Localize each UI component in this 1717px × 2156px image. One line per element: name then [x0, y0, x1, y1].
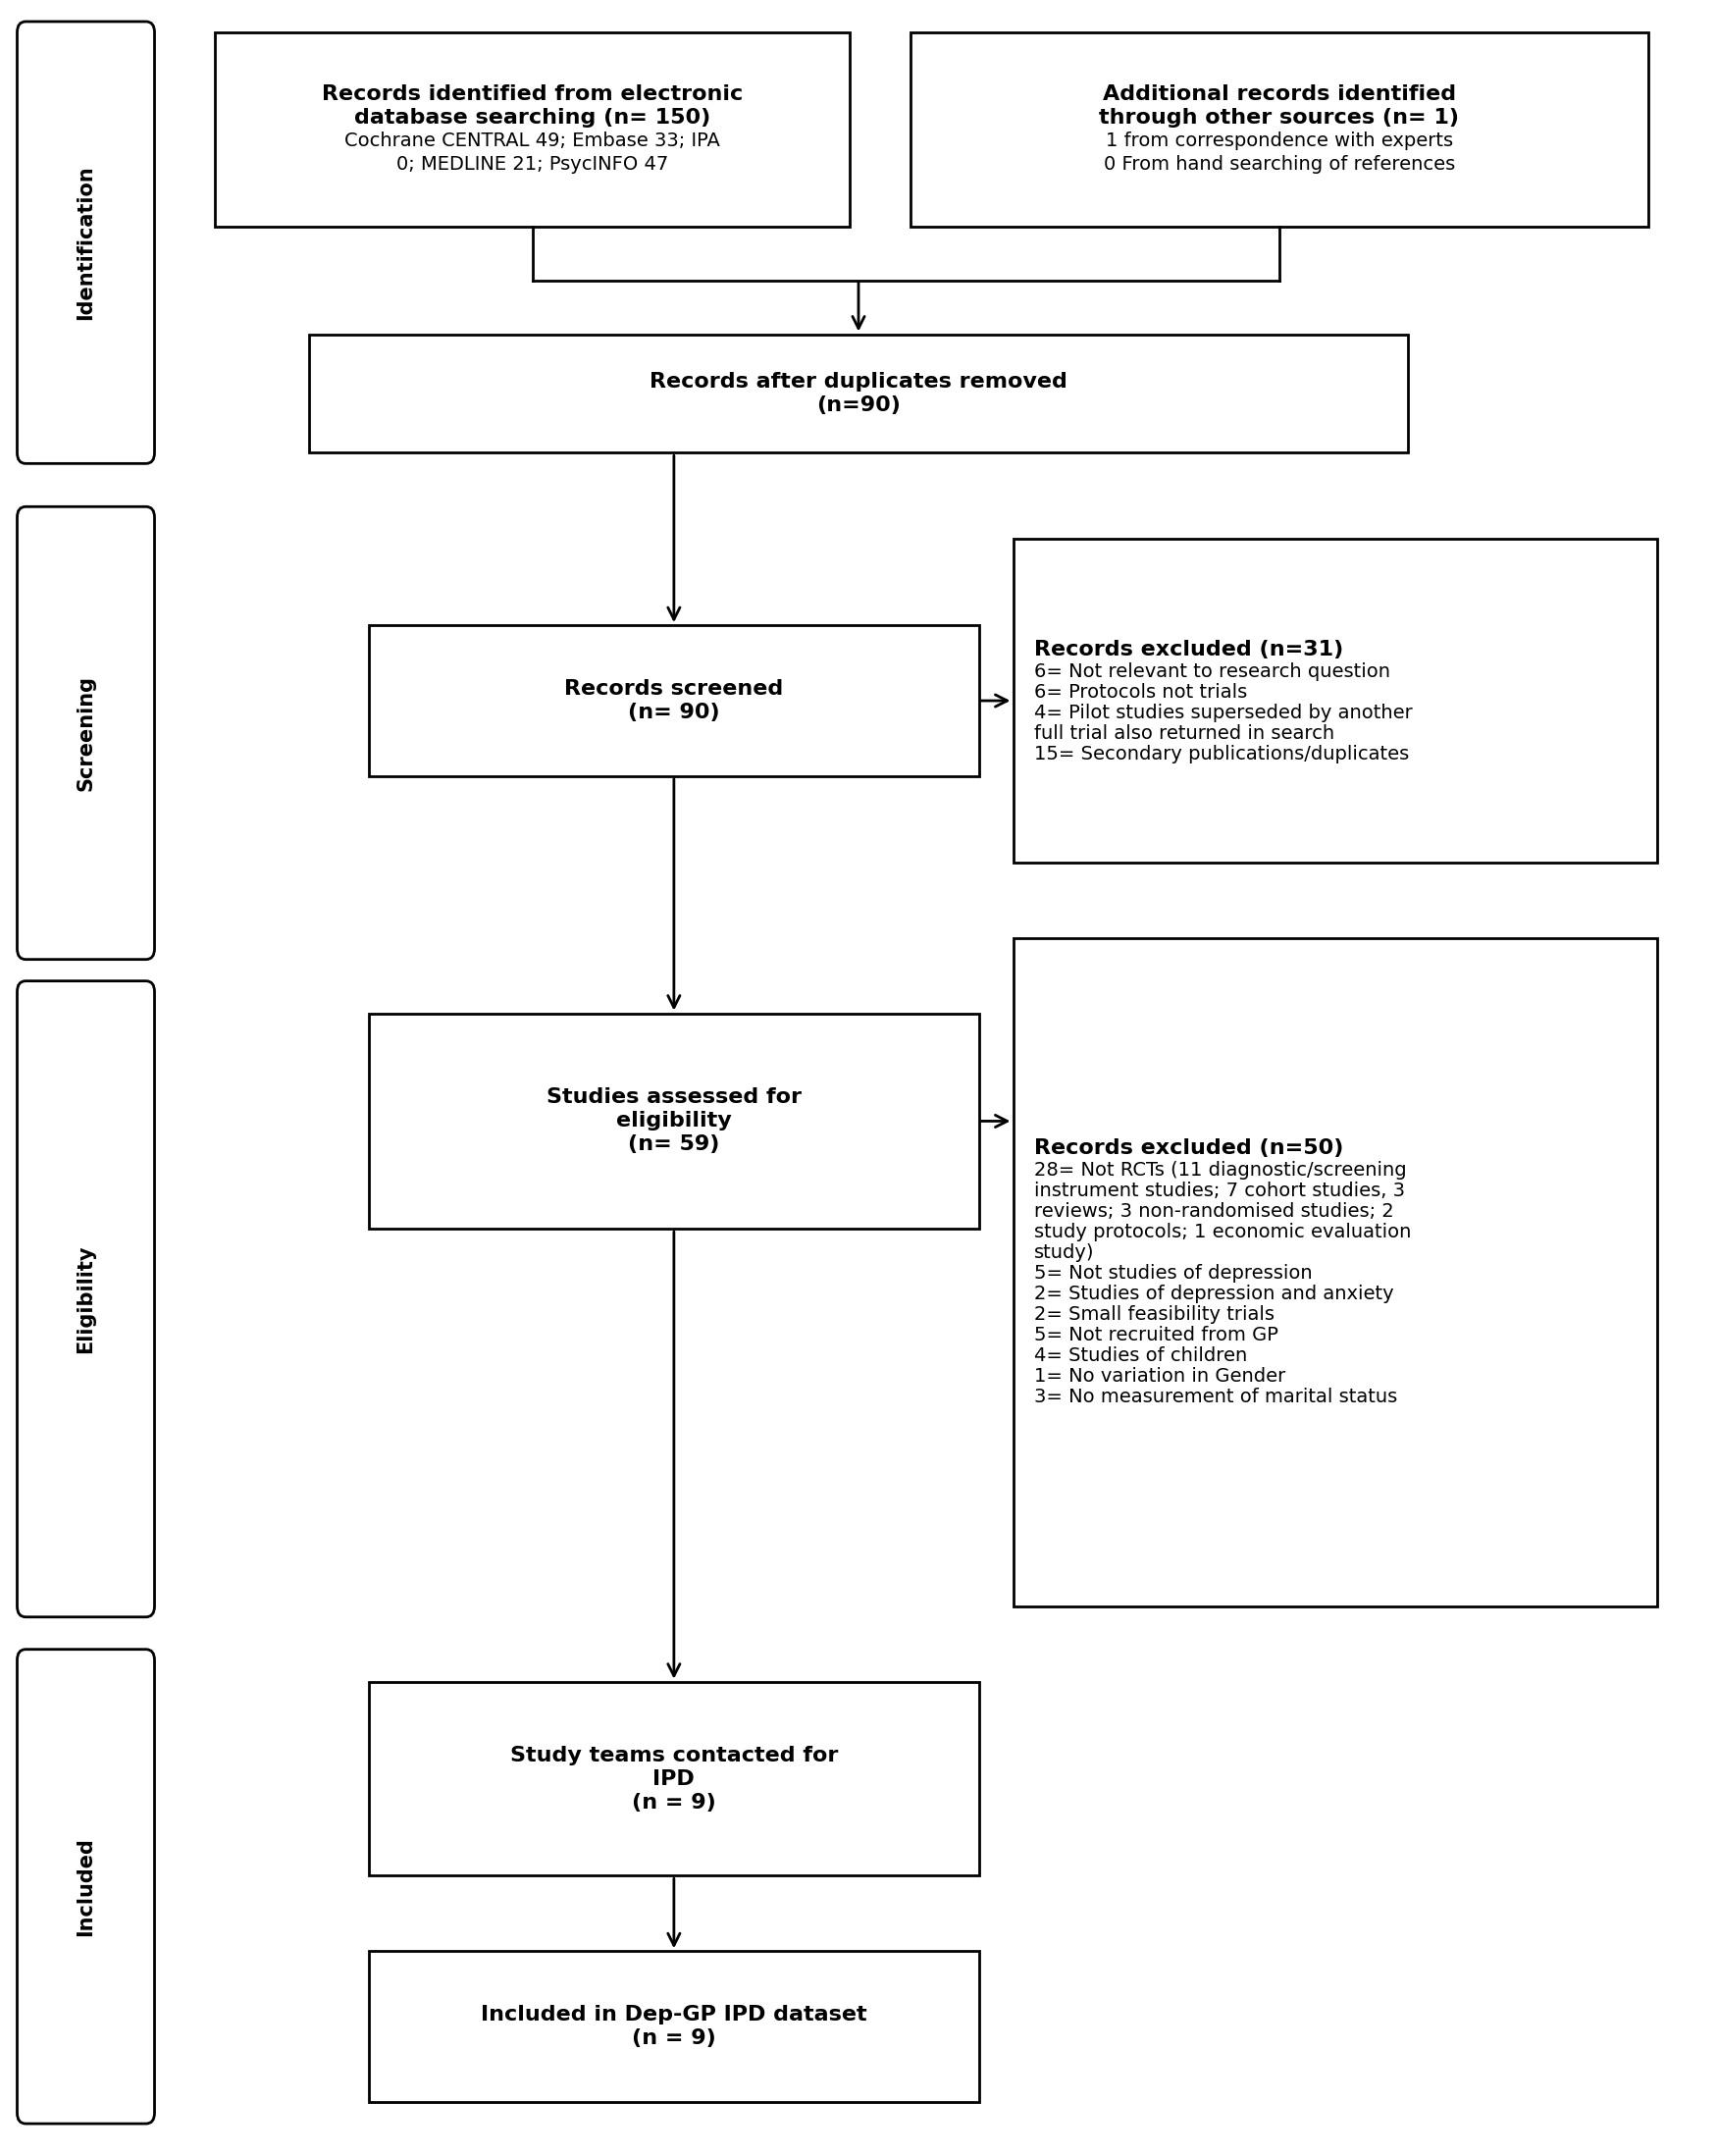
Text: reviews; 3 non-randomised studies; 2: reviews; 3 non-randomised studies; 2 — [1034, 1203, 1394, 1220]
Text: Records excluded (n=31): Records excluded (n=31) — [1034, 640, 1343, 660]
Text: 2= Studies of depression and anxiety: 2= Studies of depression and anxiety — [1034, 1285, 1394, 1304]
Text: through other sources (n= 1): through other sources (n= 1) — [1099, 108, 1459, 127]
Text: 6= Protocols not trials: 6= Protocols not trials — [1034, 683, 1247, 701]
Text: (n = 9): (n = 9) — [632, 2029, 716, 2048]
Text: 1 from correspondence with experts: 1 from correspondence with experts — [1106, 132, 1453, 151]
Text: 15= Secondary publications/duplicates: 15= Secondary publications/duplicates — [1034, 744, 1408, 763]
Text: Additional records identified: Additional records identified — [1102, 84, 1456, 103]
Text: Studies assessed for: Studies assessed for — [546, 1089, 802, 1108]
Text: Study teams contacted for: Study teams contacted for — [510, 1746, 838, 1766]
Bar — [910, 32, 1648, 226]
Text: 4= Studies of children: 4= Studies of children — [1034, 1348, 1247, 1365]
Text: 2= Small feasibility trials: 2= Small feasibility trials — [1034, 1304, 1274, 1324]
Bar — [369, 1951, 979, 2102]
Text: 1= No variation in Gender: 1= No variation in Gender — [1034, 1367, 1284, 1386]
Text: (n = 9): (n = 9) — [632, 1792, 716, 1811]
Text: instrument studies; 7 cohort studies, 3: instrument studies; 7 cohort studies, 3 — [1034, 1181, 1405, 1201]
Text: full trial also returned in search: full trial also returned in search — [1034, 724, 1334, 742]
Text: Identification: Identification — [76, 166, 96, 319]
Bar — [1013, 938, 1657, 1606]
FancyBboxPatch shape — [17, 22, 155, 464]
Text: (n= 59): (n= 59) — [628, 1134, 719, 1153]
Text: database searching (n= 150): database searching (n= 150) — [354, 108, 711, 127]
Text: IPD: IPD — [652, 1768, 695, 1789]
Bar — [369, 1682, 979, 1876]
Text: Cochrane CENTRAL 49; Embase 33; IPA: Cochrane CENTRAL 49; Embase 33; IPA — [345, 132, 719, 151]
Bar — [1013, 539, 1657, 862]
Text: 6= Not relevant to research question: 6= Not relevant to research question — [1034, 662, 1389, 681]
FancyBboxPatch shape — [17, 1649, 155, 2124]
Text: 28= Not RCTs (11 diagnostic/screening: 28= Not RCTs (11 diagnostic/screening — [1034, 1162, 1406, 1179]
Text: (n=90): (n=90) — [816, 395, 901, 416]
FancyBboxPatch shape — [17, 507, 155, 959]
Text: Screening: Screening — [76, 675, 96, 791]
Text: 0 From hand searching of references: 0 From hand searching of references — [1104, 155, 1454, 175]
Text: Records excluded (n=50): Records excluded (n=50) — [1034, 1138, 1343, 1158]
Text: Included: Included — [76, 1837, 96, 1936]
Text: eligibility: eligibility — [616, 1110, 731, 1132]
Text: Records screened: Records screened — [565, 679, 783, 699]
Bar — [369, 625, 979, 776]
Text: 4= Pilot studies superseded by another: 4= Pilot studies superseded by another — [1034, 703, 1411, 722]
Text: Records after duplicates removed: Records after duplicates removed — [649, 371, 1068, 392]
Text: Eligibility: Eligibility — [76, 1244, 96, 1354]
Bar — [215, 32, 850, 226]
Text: (n= 90): (n= 90) — [628, 703, 719, 722]
FancyBboxPatch shape — [17, 981, 155, 1617]
Bar — [309, 334, 1408, 453]
Text: 0; MEDLINE 21; PsycINFO 47: 0; MEDLINE 21; PsycINFO 47 — [397, 155, 668, 175]
Text: study): study) — [1034, 1244, 1094, 1261]
Text: 5= Not studies of depression: 5= Not studies of depression — [1034, 1263, 1312, 1283]
Text: Records identified from electronic: Records identified from electronic — [321, 84, 743, 103]
Text: 3= No measurement of marital status: 3= No measurement of marital status — [1034, 1388, 1398, 1406]
Text: Included in Dep-GP IPD dataset: Included in Dep-GP IPD dataset — [481, 2005, 867, 2024]
Text: study protocols; 1 economic evaluation: study protocols; 1 economic evaluation — [1034, 1222, 1411, 1242]
Text: 5= Not recruited from GP: 5= Not recruited from GP — [1034, 1326, 1277, 1345]
Bar — [369, 1013, 979, 1229]
